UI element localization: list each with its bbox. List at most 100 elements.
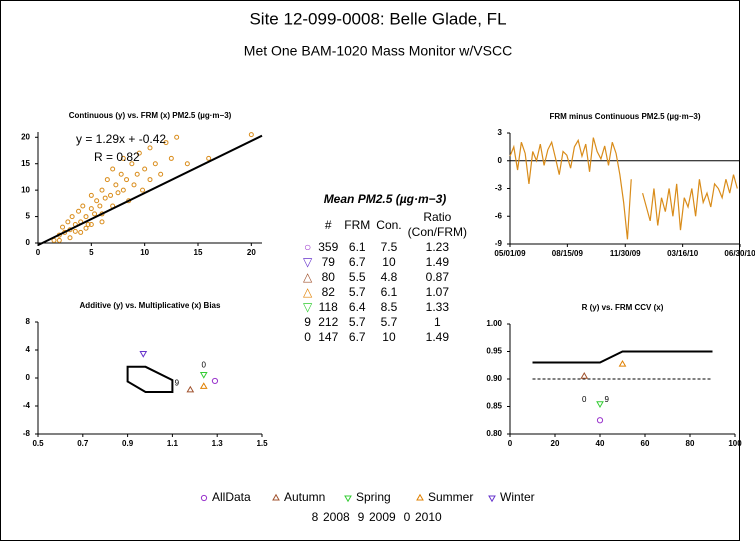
point	[99, 219, 105, 225]
point	[83, 225, 89, 231]
row-symbol: ▽	[303, 300, 313, 314]
title: Site 12-099-0008: Belle Glade, FL	[249, 9, 506, 28]
table-cell: 82	[321, 285, 335, 299]
point	[78, 229, 84, 235]
table-row: ○ 359 6.1 7.5 1.23	[300, 240, 470, 255]
y-tick-label: 20	[21, 132, 30, 141]
legend-label: Spring	[356, 490, 391, 504]
point	[344, 495, 352, 503]
legend-label: Winter	[500, 490, 535, 504]
y-tick-label: 10	[21, 185, 30, 194]
table-cell: 6.4	[348, 300, 366, 314]
point	[85, 222, 91, 227]
point	[248, 132, 254, 138]
point	[168, 155, 174, 161]
table-cell: 6.7	[348, 255, 366, 269]
region	[126, 365, 174, 393]
y-tick-label: -3	[495, 184, 503, 193]
point	[80, 203, 86, 209]
point	[184, 161, 190, 167]
point	[206, 155, 212, 161]
table-row: 9 212 5.7 5.7 1	[300, 315, 470, 330]
table-cell: 5.5	[348, 270, 366, 284]
point	[99, 187, 105, 193]
table-cell: 6.1	[380, 285, 398, 299]
blank	[300, 210, 315, 240]
table-cell: 79	[321, 255, 335, 269]
row-symbol: 9	[304, 315, 311, 329]
point-label: 9	[358, 510, 365, 524]
series-line	[509, 137, 738, 240]
row-symbol: ▽	[303, 255, 313, 269]
table-row: △ 80 5.5 4.8 0.87	[300, 270, 470, 285]
legend-label: Autumn	[284, 490, 325, 504]
y-tick-label: 5	[26, 212, 31, 221]
legend-label: Summer	[428, 490, 473, 504]
point	[186, 385, 195, 393]
x-tick-label: 0	[508, 439, 513, 448]
y-tick-label: 3	[498, 128, 503, 137]
point	[134, 171, 140, 177]
x-tick-label: 100	[728, 439, 742, 448]
row-symbol: 0	[304, 330, 311, 344]
table-cell: 6.7	[348, 330, 366, 344]
column-header: FRM	[344, 217, 371, 232]
table-cell: 147	[318, 330, 339, 344]
table-cell: 10	[382, 330, 396, 344]
table-cell: 5.7	[380, 315, 398, 329]
table-row: 0 147 6.7 10 1.49	[300, 330, 470, 345]
table-cell: 1.07	[425, 285, 450, 299]
y-tick-label: -6	[495, 211, 503, 220]
fit-line	[37, 134, 263, 247]
point	[147, 145, 153, 151]
table-cell: 6.1	[348, 240, 366, 254]
mean-table: Mean PM2.5 (µg·m−3) # FRM Con. Ratio (Con/F…	[300, 192, 470, 345]
legend-label: 2010	[415, 510, 442, 524]
point	[129, 161, 135, 167]
table-cell: 359	[318, 240, 339, 254]
point	[88, 206, 94, 212]
table-cell: 4.8	[380, 270, 398, 284]
table-cell: 10	[382, 255, 396, 269]
point	[92, 211, 98, 217]
point	[104, 177, 110, 183]
point	[416, 493, 424, 501]
point	[488, 495, 496, 503]
point	[596, 401, 604, 408]
x-tick-label: 20	[247, 248, 256, 257]
point	[60, 224, 66, 230]
table-title: Mean PM2.5 (µg·m−3)	[323, 192, 447, 206]
table-cell: 1.33	[425, 300, 450, 314]
x-tick-label: 03/16/10	[667, 249, 699, 258]
point	[110, 166, 116, 172]
table-cell: 212	[318, 315, 339, 329]
point-label: 9	[605, 395, 610, 404]
x-tick-label: 10	[140, 248, 149, 257]
point	[199, 372, 208, 379]
x-tick-label: 1.1	[167, 439, 179, 448]
point	[174, 134, 180, 140]
table-cell: 8.5	[380, 300, 398, 314]
table-cell: 1	[433, 315, 441, 329]
point	[596, 417, 604, 424]
row-symbol: △	[303, 285, 313, 299]
point-label: 0	[404, 510, 411, 524]
point	[118, 171, 124, 177]
point	[120, 155, 126, 161]
point	[97, 203, 103, 209]
y-tick-label: -4	[23, 401, 31, 410]
point	[136, 150, 142, 156]
x-tick-label: 08/15/09	[552, 249, 584, 258]
table-cell: 80	[321, 270, 335, 284]
point	[115, 190, 121, 196]
point	[147, 177, 153, 183]
x-tick-label: 40	[596, 439, 605, 448]
point	[199, 382, 208, 389]
point	[67, 235, 73, 241]
table-cell: 1.49	[425, 330, 450, 344]
x-tick-label: 0	[36, 248, 41, 257]
column-header: #	[324, 217, 332, 232]
column-header: Ratio (Con/FRM)	[407, 210, 468, 239]
subtitle: Met One BAM-1020 Mass Monitor w/VSCC	[244, 43, 512, 59]
